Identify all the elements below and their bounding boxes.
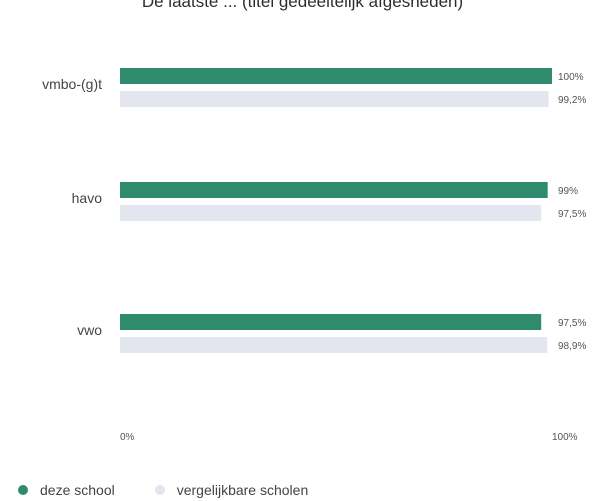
bar-school <box>120 314 542 330</box>
legend-item: deze school <box>18 482 115 498</box>
data-label: 97,5% <box>558 318 586 329</box>
category-label: vwo <box>77 322 102 338</box>
data-label: 98,9% <box>558 341 586 352</box>
chart-title: De laatste ... (titel gedeeltelijk afges… <box>141 0 464 11</box>
bar-comparable <box>120 337 548 353</box>
legend-swatch <box>154 485 165 495</box>
legend-label: vergelijkbare scholen <box>176 482 309 498</box>
legend: deze school vergelijkbare scholen <box>18 482 348 498</box>
legend-item: vergelijkbare scholen <box>154 482 309 498</box>
bar-comparable <box>120 205 542 221</box>
data-label: 100% <box>558 72 584 83</box>
category-label: vmbo-(g)t <box>42 76 102 92</box>
x-tick-label: 100% <box>552 432 578 443</box>
data-label: 97,5% <box>558 209 586 220</box>
data-label: 99% <box>558 186 578 197</box>
category-label: havo <box>72 190 103 206</box>
legend-swatch <box>18 485 28 495</box>
legend-label: deze school <box>40 482 115 498</box>
x-tick-label: 0% <box>120 432 135 443</box>
bar-school <box>120 182 548 198</box>
bar-school <box>120 68 552 84</box>
bar-comparable <box>120 91 549 107</box>
data-label: 99,2% <box>558 95 586 106</box>
